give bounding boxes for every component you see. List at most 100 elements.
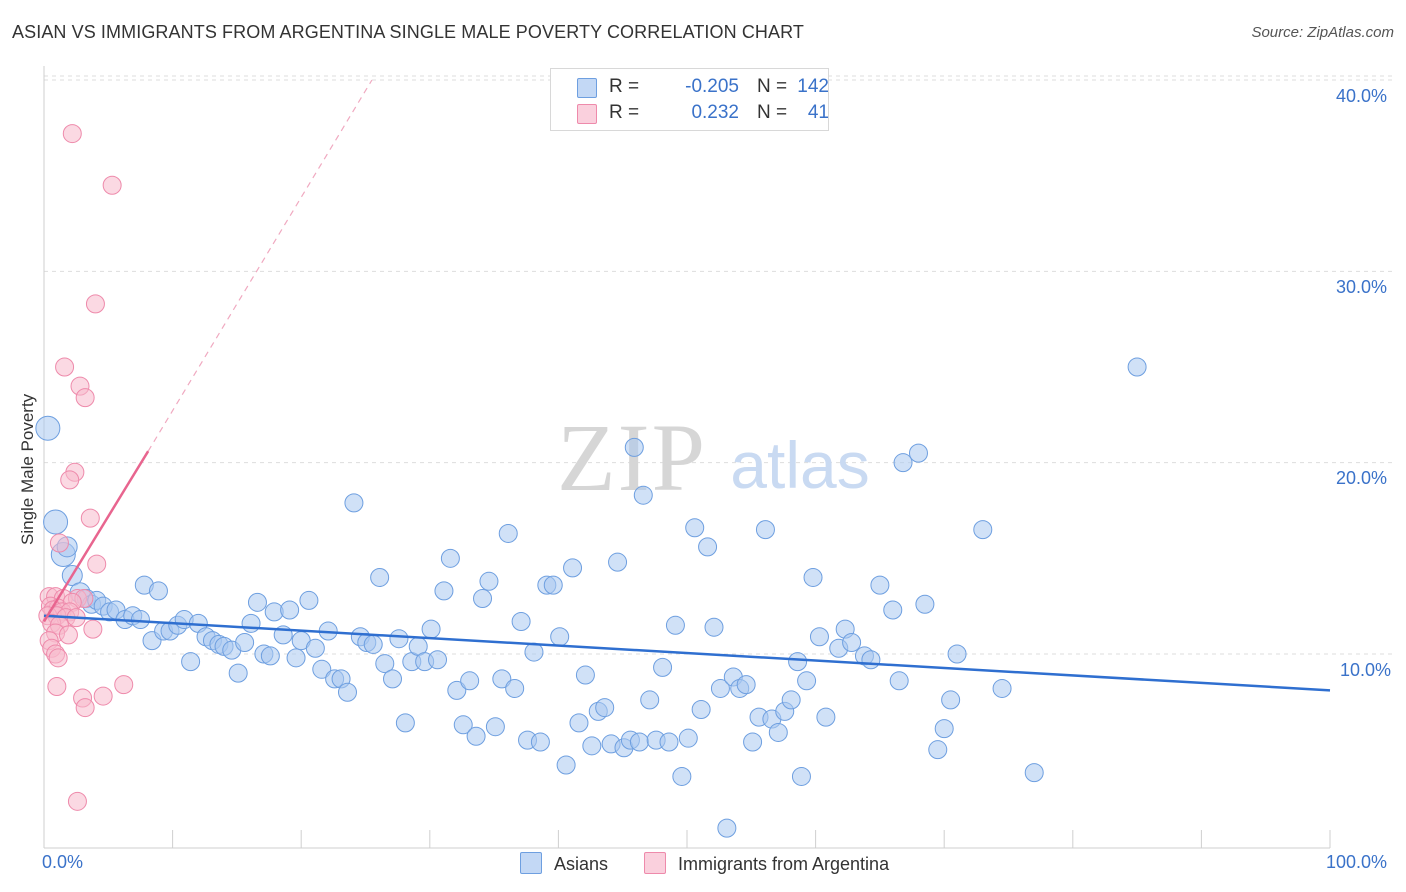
asian-point bbox=[383, 669, 403, 689]
asian-point bbox=[453, 715, 473, 735]
asian-point bbox=[312, 659, 332, 679]
asian-point bbox=[710, 678, 730, 698]
gridlines bbox=[44, 75, 1394, 655]
argentina-point bbox=[55, 357, 75, 377]
argentina-point bbox=[93, 686, 113, 706]
asian-point bbox=[148, 581, 168, 601]
watermark: ZIP atlas bbox=[557, 404, 870, 511]
argentina-trend-line bbox=[42, 450, 150, 623]
asian-point bbox=[672, 766, 692, 786]
argentina-point bbox=[60, 470, 80, 490]
asian-point bbox=[870, 575, 890, 595]
argentina-point bbox=[62, 124, 82, 144]
asian-point bbox=[305, 638, 325, 658]
asian-point bbox=[595, 698, 615, 718]
asian-point bbox=[524, 642, 544, 662]
watermark-zip: ZIP bbox=[557, 404, 707, 511]
asian-point bbox=[653, 657, 673, 677]
n-label: N = bbox=[757, 76, 788, 97]
asian-point bbox=[788, 652, 808, 672]
legend-item-asians: Asians bbox=[520, 852, 608, 875]
asian-point bbox=[861, 650, 881, 670]
asian-point bbox=[803, 567, 823, 587]
asian-point bbox=[893, 453, 913, 473]
asian-point bbox=[485, 717, 505, 737]
asian-point bbox=[363, 634, 383, 654]
asian-point bbox=[575, 665, 595, 685]
asian-point bbox=[629, 732, 649, 752]
asian-point bbox=[421, 619, 441, 639]
argentina-point bbox=[58, 625, 78, 645]
argentina-point bbox=[114, 675, 134, 695]
argentina-point bbox=[48, 648, 68, 668]
asian-point bbox=[908, 443, 928, 463]
asian-point bbox=[35, 415, 61, 441]
asian-point bbox=[241, 613, 261, 633]
asian-point bbox=[1127, 357, 1147, 377]
asian-point bbox=[691, 699, 711, 719]
r-value: 0.232 bbox=[691, 102, 739, 123]
asian-point bbox=[479, 571, 499, 591]
asian-point bbox=[768, 722, 788, 742]
y-tick-label: 20.0% bbox=[1336, 468, 1388, 488]
asian-point bbox=[550, 627, 570, 647]
x-ticks bbox=[43, 830, 1331, 848]
asian-point bbox=[395, 713, 415, 733]
asian-point bbox=[624, 437, 644, 457]
asian-point bbox=[286, 648, 306, 668]
r-label: R = bbox=[609, 76, 640, 97]
asian-point bbox=[235, 633, 255, 653]
asian-point bbox=[582, 736, 602, 756]
argentina-point bbox=[67, 791, 87, 811]
asian-point bbox=[698, 537, 718, 557]
argentina-legend-swatch bbox=[644, 852, 666, 874]
asian-point bbox=[883, 600, 903, 620]
asian-point bbox=[181, 652, 201, 672]
n-value: 41 bbox=[807, 102, 829, 123]
asian-point bbox=[678, 728, 698, 748]
legend-item-argentina: Immigrants from Argentina bbox=[644, 852, 889, 875]
asian-point bbox=[375, 654, 395, 674]
y-tick-label: 30.0% bbox=[1336, 277, 1388, 297]
asian-point bbox=[563, 558, 583, 578]
argentina-point bbox=[75, 698, 95, 718]
argentina-point bbox=[102, 175, 122, 195]
asian-point bbox=[466, 726, 486, 746]
asian-point bbox=[434, 581, 454, 601]
argentina-point bbox=[83, 619, 103, 639]
asian-point bbox=[337, 682, 357, 702]
argentina-point bbox=[49, 533, 69, 553]
asian-point bbox=[608, 552, 628, 572]
source-label: Source: ZipAtlas.com bbox=[1251, 24, 1394, 41]
argentina-legend-label: Immigrants from Argentina bbox=[678, 854, 890, 874]
asian-point bbox=[934, 719, 954, 739]
asian-point bbox=[797, 671, 817, 691]
asian-point bbox=[816, 707, 836, 727]
asian-point bbox=[130, 610, 150, 630]
asian-point bbox=[941, 690, 961, 710]
asian-point bbox=[260, 646, 280, 666]
asian-point bbox=[736, 675, 756, 695]
asian-point bbox=[428, 650, 448, 670]
n-label: N = bbox=[757, 102, 788, 123]
asian-point bbox=[791, 766, 811, 786]
correlation-legend: R = -0.205 N = 142 R = 0.232 N = 41 bbox=[550, 68, 829, 131]
asian-point bbox=[299, 590, 319, 610]
asian-point bbox=[344, 493, 364, 513]
asian-point bbox=[569, 713, 589, 733]
argentina-point bbox=[47, 677, 67, 697]
asian-point bbox=[556, 755, 576, 775]
asian-point bbox=[947, 644, 967, 664]
y-axis-label: Single Male Poverty bbox=[18, 393, 37, 545]
asians-legend-swatch bbox=[520, 852, 542, 874]
chart-title: ASIAN VS IMMIGRANTS FROM ARGENTINA SINGL… bbox=[12, 22, 805, 42]
argentina-points bbox=[38, 124, 134, 811]
asian-point bbox=[915, 594, 935, 614]
asian-point bbox=[665, 615, 685, 635]
asian-point bbox=[842, 633, 862, 653]
argentina-point bbox=[80, 508, 100, 528]
asian-point bbox=[809, 627, 829, 647]
trend-lines bbox=[42, 79, 1331, 692]
asian-point bbox=[460, 671, 480, 691]
argentina-point bbox=[87, 554, 107, 574]
